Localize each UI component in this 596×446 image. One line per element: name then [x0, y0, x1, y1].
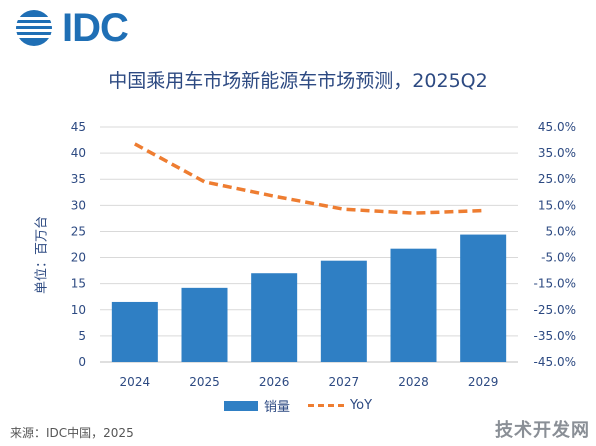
left-tick-label: 5 — [78, 329, 86, 343]
source-note: 来源：IDC中国，2025 — [10, 426, 134, 440]
bar-2029 — [460, 234, 507, 362]
left-tick-label: 0 — [78, 355, 86, 369]
legend-line-swatch — [307, 404, 344, 407]
right-tick-label: -45.0% — [534, 355, 576, 369]
bar-2024 — [111, 301, 158, 362]
left-tick-label: 30 — [71, 198, 86, 212]
right-tick-label: 15.0% — [538, 198, 576, 212]
right-tick-label: 5.0% — [546, 224, 577, 238]
right-tick-label: -25.0% — [534, 303, 576, 317]
legend-yoy-label: YoY — [349, 398, 373, 413]
left-tick-label: 15 — [71, 277, 86, 291]
bar-2027 — [320, 260, 367, 362]
idc-logo: IDC — [14, 6, 129, 50]
legend-item-yoy: YoY — [307, 398, 373, 413]
left-tick-label: 20 — [71, 251, 86, 265]
right-tick-label: 25.0% — [538, 172, 576, 186]
yoy-series — [133, 142, 484, 215]
x-tick-label: 2027 — [329, 375, 360, 389]
right-tick-label: -5.0% — [541, 251, 576, 265]
left-tick-label: 40 — [71, 146, 86, 160]
x-axis-ticks: 2024 2025 2026 2027 2028 2029 — [120, 375, 499, 389]
x-tick-label: 2026 — [259, 375, 290, 389]
x-tick-label: 2024 — [120, 375, 151, 389]
chart-title: 中国乘用车市场新能源车市场预测，2025Q2 — [108, 70, 488, 92]
legend-sales-label: 销量 — [263, 400, 290, 415]
left-tick-label: 35 — [71, 172, 86, 186]
x-tick-label: 2025 — [189, 375, 220, 389]
left-tick-label: 45 — [71, 120, 86, 134]
bar-2026 — [251, 273, 298, 362]
legend-bar-swatch — [223, 400, 258, 411]
right-tick-label: -35.0% — [534, 329, 576, 343]
right-axis-ticks: -45.0% -35.0% -25.0% -15.0% -5.0% 5.0% 15.0% 25… — [534, 120, 576, 369]
x-tick-label: 2029 — [468, 375, 499, 389]
legend-item-sales: 销量 — [223, 396, 290, 415]
left-tick-label: 10 — [71, 303, 86, 317]
logo-text: IDC — [62, 6, 129, 50]
left-axis-ticks: 0 5 10 15 20 25 30 35 40 45 — [71, 120, 86, 369]
bar-series — [111, 234, 507, 362]
yoy-line — [133, 142, 484, 215]
idc-globe-icon — [16, 10, 52, 46]
left-tick-label: 25 — [71, 224, 86, 238]
watermark: 技术开发网 — [495, 420, 590, 441]
bar-2025 — [181, 287, 228, 362]
legend: 销量 YoY — [0, 396, 596, 415]
right-tick-label: -15.0% — [534, 277, 576, 291]
bar-2028 — [390, 248, 437, 362]
x-tick-label: 2028 — [398, 375, 429, 389]
right-tick-label: 35.0% — [538, 146, 576, 160]
right-tick-label: 45.0% — [538, 120, 576, 134]
grid-lines — [100, 126, 518, 363]
